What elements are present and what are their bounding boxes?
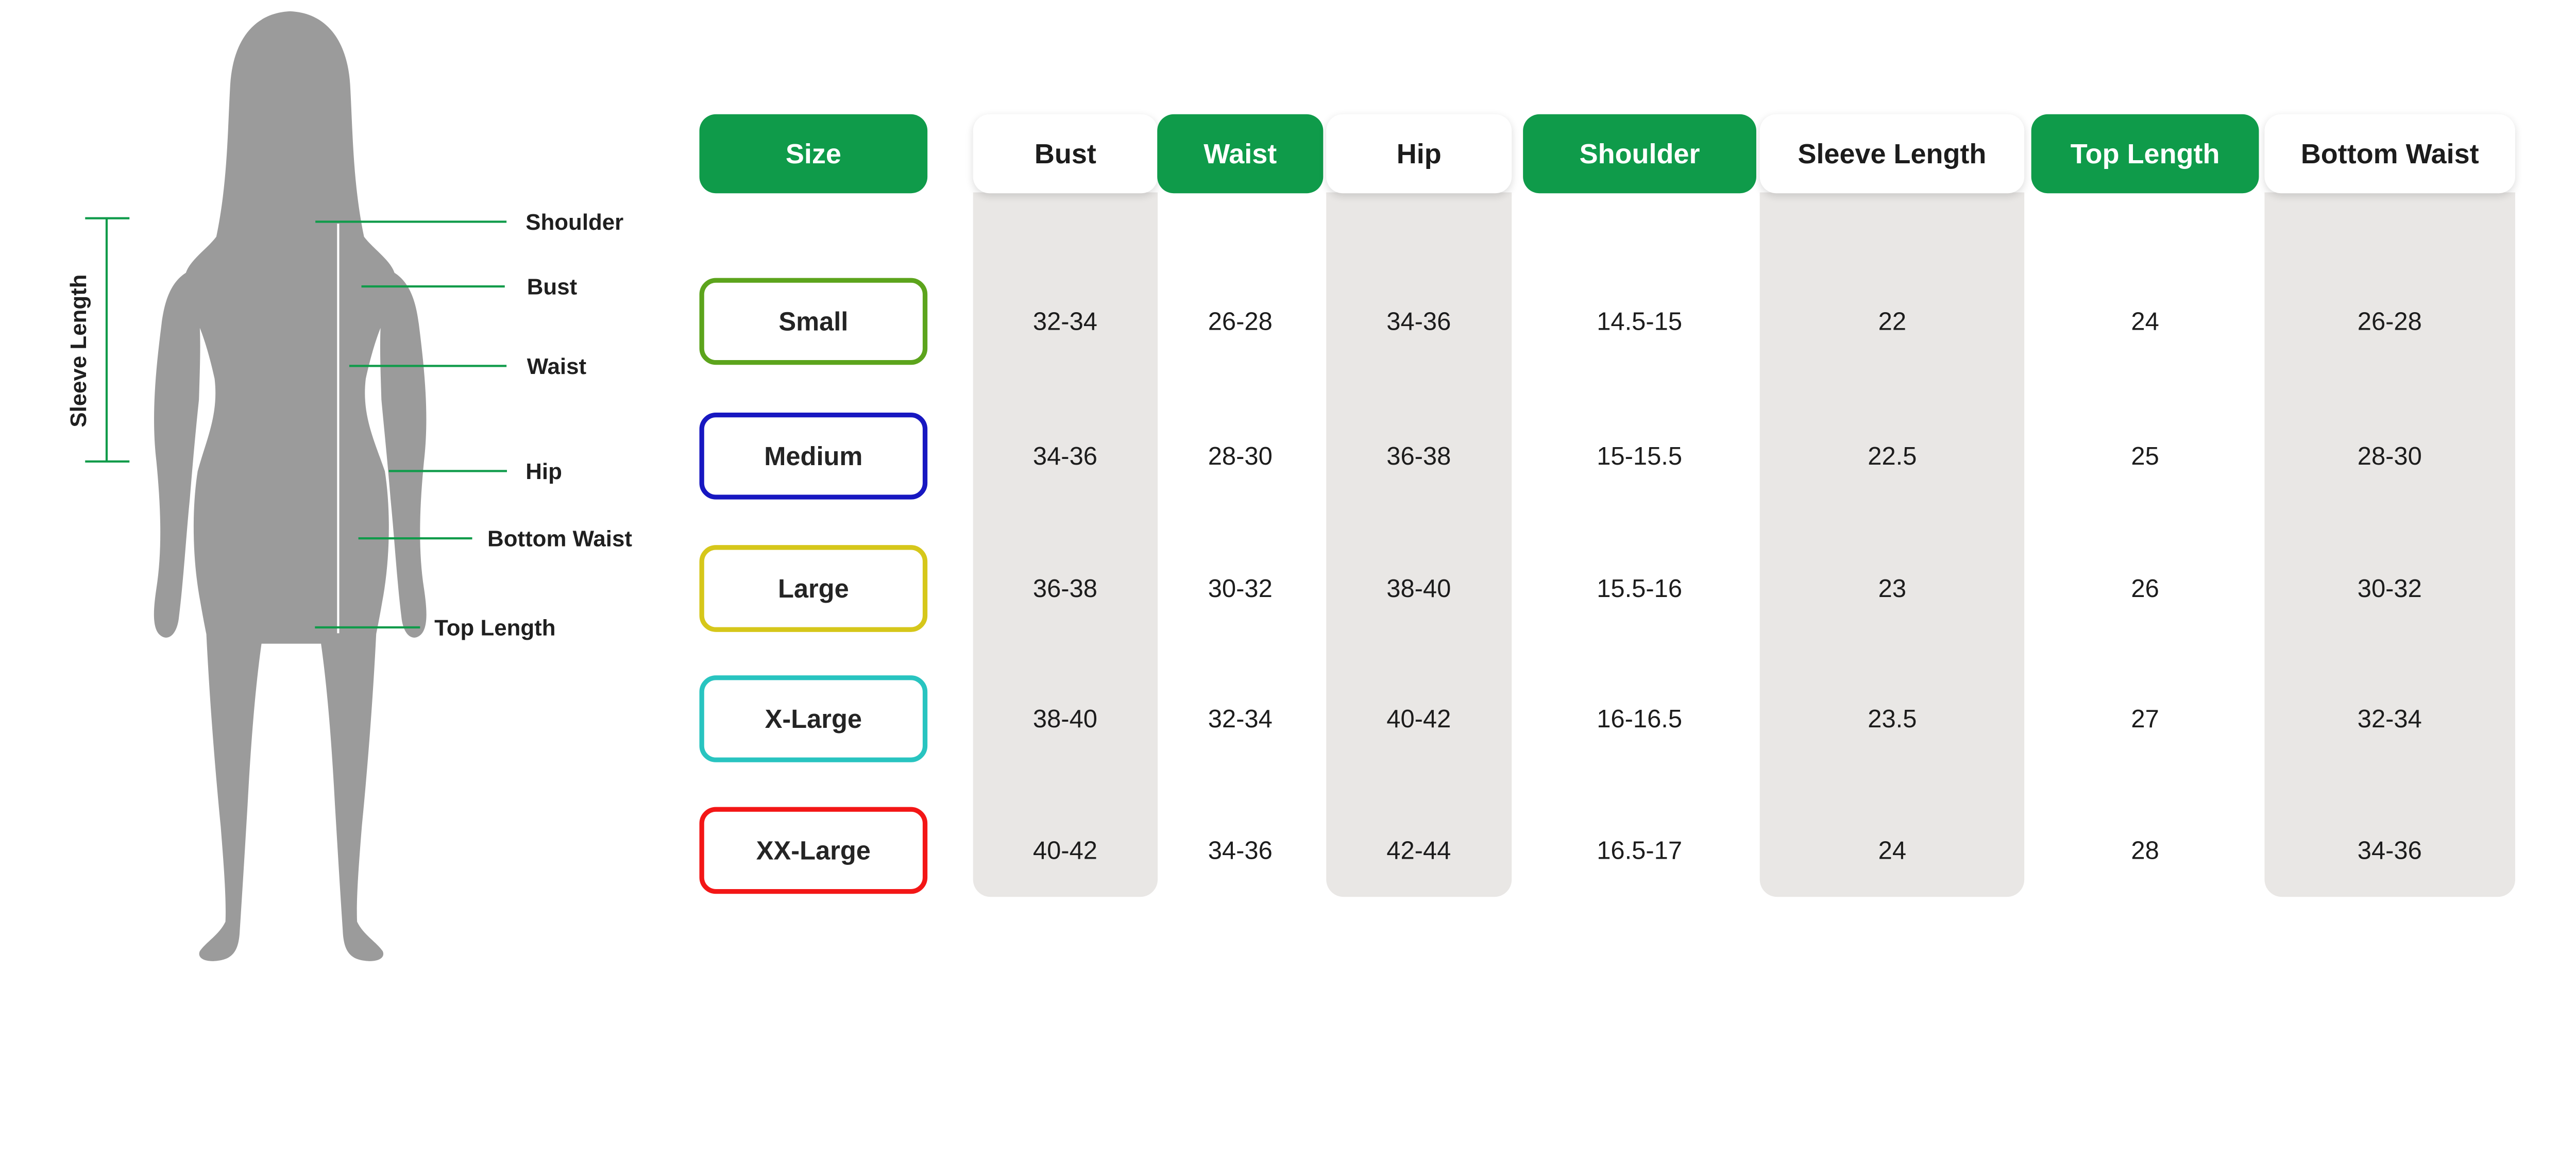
hip-pointer-line: [388, 470, 507, 472]
table-cell: 28-30: [1208, 441, 1273, 470]
sleeve-length-line: [105, 218, 108, 462]
size-badge-small: Small: [699, 278, 928, 365]
waist-pointer-line: [349, 365, 507, 367]
table-cell: 26-28: [1208, 307, 1273, 336]
table-cell: 36-38: [1386, 441, 1451, 470]
table-cell: 30-32: [2357, 574, 2422, 603]
bust-pointer-line: [361, 285, 505, 288]
waist-label: Waist: [527, 354, 587, 380]
table-cell: 34-36: [1208, 836, 1273, 865]
top-length-pointer-line: [315, 626, 420, 629]
table-cell: 40-42: [1386, 705, 1451, 733]
table-cell: 24: [2131, 307, 2159, 336]
table-cell: 24: [1878, 836, 1907, 865]
table-cell: 14.5-15: [1597, 307, 1683, 336]
table-cell: 27: [2131, 705, 2159, 733]
table-cell: 32-34: [1208, 705, 1273, 733]
bust-column-stripe: [973, 192, 1158, 897]
table-cell: 38-40: [1032, 705, 1097, 733]
table-cell: 28-30: [2357, 441, 2422, 470]
table-cell: 42-44: [1386, 836, 1451, 865]
header-bottom-waist: Bottom Waist: [2264, 114, 2515, 194]
table-cell: 38-40: [1386, 574, 1451, 603]
table-cell: 22: [1878, 307, 1907, 336]
table-cell: 25: [2131, 441, 2159, 470]
hip-column-stripe: [1326, 192, 1512, 897]
table-cell: 23: [1878, 574, 1907, 603]
sleeve-length-label: Sleeve Length: [66, 274, 92, 428]
sleeve-length-column-stripe: [1759, 192, 2025, 897]
table-cell: 28: [2131, 836, 2159, 865]
header-hip: Hip: [1326, 114, 1512, 194]
table-cell: 36-38: [1032, 574, 1097, 603]
table-cell: 34-36: [2357, 836, 2422, 865]
top-length-label: Top Length: [434, 615, 556, 641]
table-cell: 16-16.5: [1597, 705, 1683, 733]
table-cell: 34-36: [1386, 307, 1451, 336]
header-size: Size: [699, 114, 928, 194]
bottom-waist-column-stripe: [2264, 192, 2515, 897]
table-cell: 32-34: [1032, 307, 1097, 336]
table-cell: 32-34: [2357, 705, 2422, 733]
table-cell: 26-28: [2357, 307, 2422, 336]
shoulder-label: Shoulder: [526, 210, 624, 235]
header-top-length: Top Length: [2031, 114, 2259, 194]
table-cell: 30-32: [1208, 574, 1273, 603]
table-cell: 23.5: [1868, 705, 1917, 733]
size-chart-infographic: Sleeve Length Shoulder Bust Waist Hip Bo…: [66, 11, 2515, 961]
center-measure-line: [337, 224, 340, 634]
header-sleeve-length: Sleeve Length: [1759, 114, 2025, 194]
shoulder-pointer-line: [315, 220, 507, 223]
header-waist: Waist: [1157, 114, 1324, 194]
table-cell: 15.5-16: [1597, 574, 1683, 603]
table-cell: 34-36: [1032, 441, 1097, 470]
sleeve-length-bottom-cap: [85, 460, 130, 463]
bottom-waist-pointer-line: [358, 537, 472, 540]
table-cell: 22.5: [1868, 441, 1917, 470]
bottom-waist-label: Bottom Waist: [487, 526, 632, 552]
header-shoulder: Shoulder: [1523, 114, 1756, 194]
header-bust: Bust: [973, 114, 1158, 194]
table-cell: 16.5-17: [1597, 836, 1683, 865]
size-badge-large: Large: [699, 545, 928, 632]
hip-label: Hip: [526, 459, 562, 485]
bust-label: Bust: [527, 274, 578, 300]
table-cell: 26: [2131, 574, 2159, 603]
table-cell: 40-42: [1032, 836, 1097, 865]
size-badge-xx-large: XX-Large: [699, 807, 928, 894]
table-cell: 15-15.5: [1597, 441, 1683, 470]
size-badge-medium: Medium: [699, 413, 928, 500]
size-badge-x-large: X-Large: [699, 675, 928, 762]
silhouette-shape: [154, 11, 427, 961]
female-body-silhouette: [154, 11, 427, 961]
